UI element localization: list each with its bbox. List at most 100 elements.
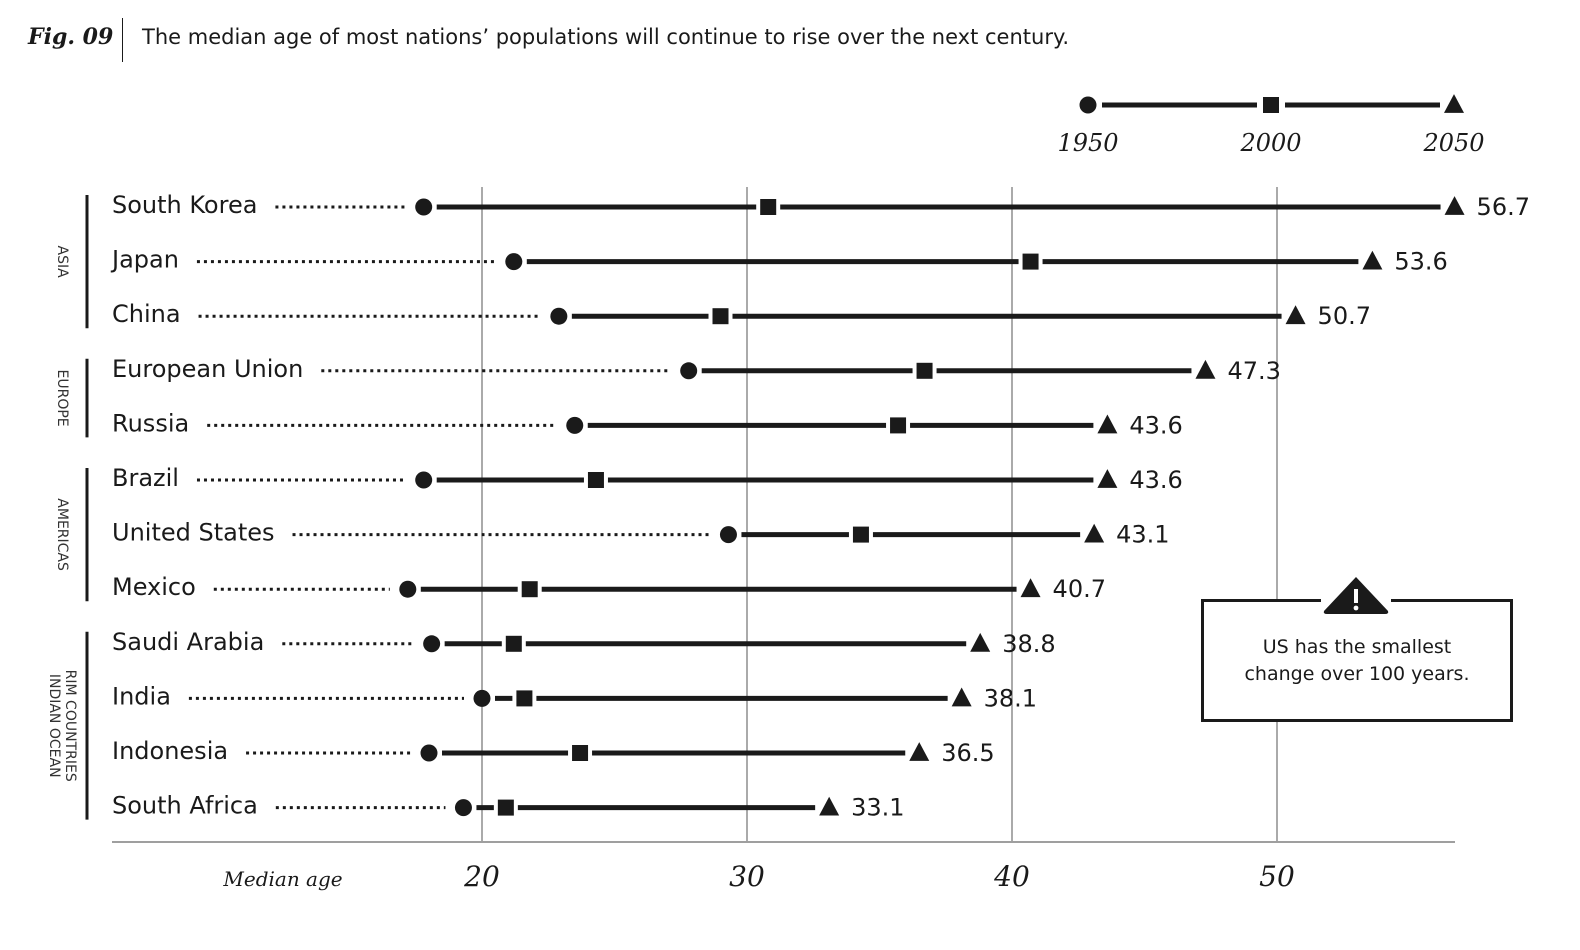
country-row-8: Saudi Arabia 38.8 bbox=[112, 628, 1056, 658]
marker-1950 bbox=[454, 799, 472, 817]
marker-2000 bbox=[497, 799, 514, 816]
country-row-5: Brazil 43.6 bbox=[112, 464, 1183, 494]
marker-2000 bbox=[587, 472, 604, 488]
value-label-2050: 43.6 bbox=[1129, 411, 1182, 439]
legend: 1950 2000 2050 bbox=[1057, 94, 1485, 157]
figure-label: Fig. 09 bbox=[28, 24, 114, 50]
marker-2000 bbox=[712, 308, 729, 325]
value-label-2050: 47.3 bbox=[1227, 357, 1280, 385]
marker-1950 bbox=[550, 307, 568, 325]
marker-1950 bbox=[399, 580, 417, 598]
country-row-2: China 50.7 bbox=[112, 300, 1371, 330]
marker-1950 bbox=[505, 253, 523, 271]
value-label-2050: 56.7 bbox=[1477, 193, 1530, 221]
marker-1950 bbox=[423, 635, 441, 653]
marker-2000 bbox=[916, 362, 933, 379]
country-name: Indonesia bbox=[112, 737, 228, 765]
country-row-6: United States 43.1 bbox=[112, 519, 1170, 549]
legend-label-2050: 2050 bbox=[1422, 129, 1484, 157]
marker-2050 bbox=[970, 632, 991, 652]
marker-2000 bbox=[760, 199, 777, 215]
value-label-2050: 33.1 bbox=[851, 794, 904, 822]
country-name: European Union bbox=[112, 355, 303, 383]
marker-2050 bbox=[1444, 196, 1465, 215]
group-label-3-line-0: INDIAN OCEAN bbox=[46, 674, 62, 778]
legend-label-2000: 2000 bbox=[1239, 129, 1301, 157]
country-row-10: Indonesia 36.5 bbox=[112, 737, 995, 767]
country-row-4: Russia 43.6 bbox=[112, 409, 1183, 439]
country-name: Saudi Arabia bbox=[112, 628, 264, 656]
country-name: Brazil bbox=[112, 464, 179, 492]
marker-2050 bbox=[1285, 305, 1306, 325]
country-name: India bbox=[112, 682, 171, 710]
country-name: United States bbox=[112, 519, 275, 547]
gridlines bbox=[481, 187, 1278, 841]
marker-2000 bbox=[572, 745, 589, 761]
country-rows: South Korea 56.7 Japan 53.6 China 50.7 Europea… bbox=[110, 191, 1530, 822]
x-tick-label-50: 50 bbox=[1259, 860, 1295, 893]
marker-2050 bbox=[1195, 359, 1216, 379]
value-label-2050: 43.1 bbox=[1116, 521, 1169, 549]
country-name: China bbox=[112, 300, 181, 328]
marker-2000 bbox=[521, 581, 538, 598]
marker-2050 bbox=[909, 742, 930, 761]
region-groups: ASIA EUROPE AMERICAS INDIAN OCEAN RIM COUNTR… bbox=[46, 195, 89, 820]
country-row-0: South Korea 56.7 bbox=[112, 191, 1530, 221]
marker-1950 bbox=[566, 416, 584, 434]
legend-marker-circle bbox=[1079, 96, 1097, 114]
marker-2000 bbox=[890, 417, 907, 434]
group-label-3-line-1: RIM COUNTRIES bbox=[62, 670, 78, 782]
legend-label-1950: 1950 bbox=[1057, 129, 1118, 157]
marker-1950 bbox=[420, 744, 438, 762]
value-label-2050: 38.8 bbox=[1002, 630, 1055, 658]
x-tick-label-40: 40 bbox=[993, 860, 1030, 893]
value-label-2050: 50.7 bbox=[1318, 302, 1371, 330]
country-name: South Africa bbox=[112, 792, 258, 820]
country-name: Japan bbox=[110, 246, 179, 274]
country-row-3: European Union 47.3 bbox=[112, 355, 1281, 385]
value-label-2050: 36.5 bbox=[941, 739, 994, 767]
warning-icon bbox=[1321, 577, 1391, 614]
marker-2050 bbox=[951, 687, 972, 707]
group-label-2: AMERICAS bbox=[54, 498, 70, 571]
marker-2000 bbox=[1022, 253, 1039, 270]
x-tick-label-20: 20 bbox=[463, 860, 500, 893]
marker-1950 bbox=[719, 526, 737, 544]
marker-2050 bbox=[1084, 523, 1105, 543]
country-row-1: Japan 53.6 bbox=[110, 246, 1448, 276]
legend-marker-square bbox=[1263, 97, 1279, 113]
country-row-11: South Africa 33.1 bbox=[112, 792, 905, 822]
x-axis: 20 30 40 50 Median age bbox=[112, 841, 1455, 893]
marker-1950 bbox=[680, 362, 698, 380]
group-label-0: ASIA bbox=[54, 246, 70, 279]
marker-1950 bbox=[473, 689, 491, 707]
value-label-2050: 53.6 bbox=[1394, 248, 1447, 276]
country-name: South Korea bbox=[112, 191, 257, 219]
marker-1950 bbox=[415, 198, 433, 216]
marker-1950 bbox=[415, 471, 433, 489]
marker-2000 bbox=[505, 635, 522, 652]
chart-subtitle: The median age of most nations’ populati… bbox=[142, 25, 1070, 49]
value-label-2050: 43.6 bbox=[1129, 466, 1182, 494]
value-label-2050: 38.1 bbox=[984, 684, 1037, 712]
marker-2050 bbox=[1097, 469, 1118, 488]
marker-2050 bbox=[1362, 250, 1383, 270]
marker-2050 bbox=[1097, 414, 1118, 434]
x-axis-label: Median age bbox=[222, 867, 342, 891]
marker-2050 bbox=[1020, 578, 1041, 598]
x-tick-label-30: 30 bbox=[729, 860, 765, 893]
callout-box: US has the smallest change over 100 year… bbox=[1201, 599, 1513, 722]
header-divider bbox=[122, 18, 123, 62]
legend-marker-triangle bbox=[1444, 94, 1464, 113]
country-name: Mexico bbox=[112, 573, 196, 601]
country-row-7: Mexico 40.7 bbox=[112, 573, 1106, 603]
callout-text-line-1: US has the smallest bbox=[1262, 636, 1452, 658]
value-label-2050: 40.7 bbox=[1053, 575, 1106, 603]
country-row-9: India 38.1 bbox=[112, 682, 1037, 712]
marker-2050 bbox=[819, 796, 840, 816]
marker-2000 bbox=[852, 526, 869, 543]
marker-2000 bbox=[516, 690, 533, 707]
callout-text-line-2: change over 100 years. bbox=[1244, 663, 1470, 685]
group-label-1: EUROPE bbox=[54, 370, 70, 427]
